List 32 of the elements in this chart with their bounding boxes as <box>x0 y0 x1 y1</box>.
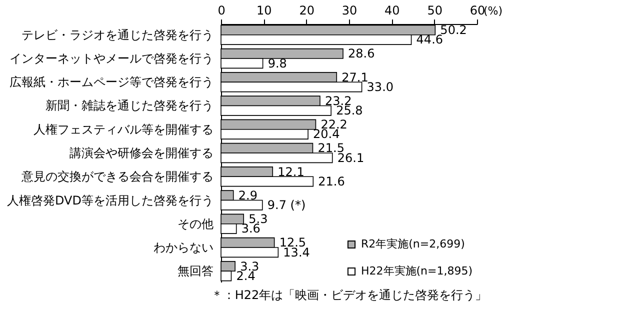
legend-label: R2年実施(n=2,699) <box>361 238 465 250</box>
y-tick-label: 意見の交換ができる会合を開催する <box>20 170 214 184</box>
y-tick-label: 講演会や研修会を開催する <box>70 146 214 160</box>
x-tick-label: 0 <box>218 4 226 18</box>
x-tick-label: 20 <box>299 4 314 18</box>
data-label: 9.8 <box>268 56 287 70</box>
x-tick-label: 30 <box>342 4 358 18</box>
data-label: 33.0 <box>366 80 394 94</box>
data-label: 12.1 <box>278 164 304 179</box>
data-label: 28.6 <box>348 46 375 61</box>
data-label: 9.7 (*) <box>267 198 306 212</box>
x-tick-label: 50 <box>427 4 442 18</box>
y-tick-label: テレビ・ラジオを通じた啓発を行う <box>22 28 214 42</box>
y-tick-label: 無回答 <box>178 264 214 278</box>
x-axis-title: (%) <box>484 4 503 18</box>
legend-label: H22年実施(n=1,895) <box>361 264 473 278</box>
y-tick-label: インターネットやメールで啓発を行う <box>10 51 214 66</box>
y-tick-label: 新聞・雑誌を通じた啓発を行う <box>46 98 214 113</box>
y-tick-label: 広報紙・ホームページ等で啓発を行う <box>10 75 214 90</box>
y-tick-label: 人権フェスティバル等を開催する <box>34 122 214 136</box>
y-tick-label: わからない <box>154 240 214 255</box>
y-tick-label: その他 <box>178 216 214 231</box>
data-label: 27.1 <box>342 70 368 84</box>
y-tick-label: 人権啓発DVD等を活用した啓発を行う <box>7 193 214 208</box>
data-label: 25.8 <box>336 104 363 118</box>
x-tick-label: 40 <box>384 4 400 18</box>
x-tick-label: 60 <box>470 4 486 18</box>
x-tick-label: 10 <box>256 4 272 18</box>
data-label: 50.2 <box>440 23 467 38</box>
data-label: 21.6 <box>318 174 345 188</box>
data-label: 2.9 <box>238 188 258 202</box>
text: ＊：H22年は「映画・ビデオを通じた啓発を行う」 <box>210 288 488 302</box>
